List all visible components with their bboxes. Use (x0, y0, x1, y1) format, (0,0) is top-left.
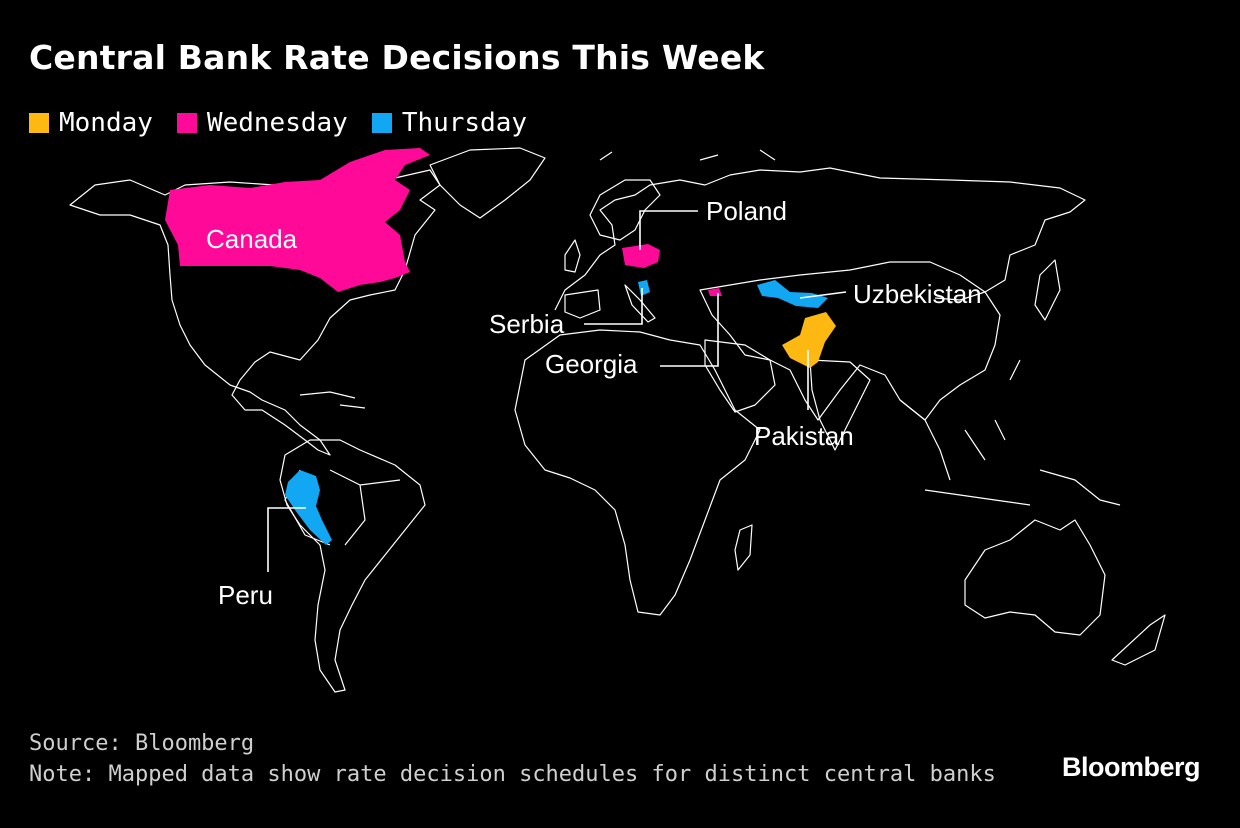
legend-item-thursday: Thursday (371, 108, 528, 138)
legend-label-thursday: Thursday (401, 108, 528, 138)
label-serbia: Serbia (489, 309, 565, 339)
legend-swatch-wednesday (176, 113, 197, 133)
legend-item-monday: Monday (29, 108, 153, 138)
south-america-outline (279, 439, 426, 693)
leader-line-uzbekistan (799, 291, 847, 299)
footer: Source: Bloomberg Note: Mapped data show… (29, 728, 996, 790)
legend-label-wednesday: Wednesday (206, 108, 348, 138)
canada-shape (165, 148, 430, 292)
peru-shape (285, 470, 332, 545)
source-text: Source: Bloomberg (29, 731, 255, 756)
new-zealand-outline (1111, 614, 1166, 666)
italy-outline (624, 284, 656, 323)
pakistan-shape (782, 312, 836, 368)
label-poland: Poland (706, 196, 787, 226)
se-asia-outline (899, 359, 1021, 481)
label-uzbekistan: Uzbekistan (853, 279, 982, 309)
europe-outline (554, 167, 1086, 311)
caribbean-outline (299, 391, 366, 409)
leader-line-serbia (584, 288, 643, 325)
label-peru: Peru (218, 580, 273, 610)
scandinavia-outline (589, 179, 661, 241)
legend-swatch-thursday (371, 113, 392, 133)
poland-shape (622, 244, 660, 268)
leader-line-peru (267, 507, 306, 572)
japan-outline (1034, 259, 1061, 321)
chart-title: Central Bank Rate Decisions This Week (29, 38, 765, 77)
india-outline (809, 359, 871, 451)
leader-lines (267, 210, 847, 572)
arabia-outline (704, 339, 776, 413)
arctic-islands-outline (599, 149, 776, 161)
legend-item-wednesday: Wednesday (176, 108, 348, 138)
world-map: Canada Poland Serbia Georgia Uzbekistan … (0, 140, 1240, 700)
uzbekistan-shape (757, 280, 828, 308)
africa-outline (514, 329, 761, 616)
label-pakistan: Pakistan (754, 421, 854, 451)
legend-swatch-monday (29, 113, 49, 133)
iberia-outline (564, 289, 601, 319)
uk-outline (564, 239, 581, 273)
australia-outline (964, 519, 1106, 636)
greenland-outline (429, 147, 546, 219)
brazil-border (329, 469, 401, 546)
note-text: Note: Mapped data show rate decision sch… (29, 762, 996, 787)
highlighted-countries (165, 148, 836, 545)
madagascar-outline (734, 524, 753, 571)
label-georgia: Georgia (545, 349, 638, 379)
world-map-svg (69, 147, 1166, 693)
bloomberg-logo: Bloomberg (1061, 752, 1201, 782)
legend-label-monday: Monday (59, 108, 153, 138)
georgia-shape (708, 288, 722, 296)
indonesia-outline (924, 469, 1121, 506)
serbia-shape (638, 280, 650, 296)
leader-line-poland (639, 210, 698, 250)
leader-line-georgia (660, 293, 719, 367)
label-canada: Canada (206, 224, 298, 254)
asia-outline (699, 261, 1001, 421)
legend: Monday Wednesday Thursday (29, 106, 551, 140)
